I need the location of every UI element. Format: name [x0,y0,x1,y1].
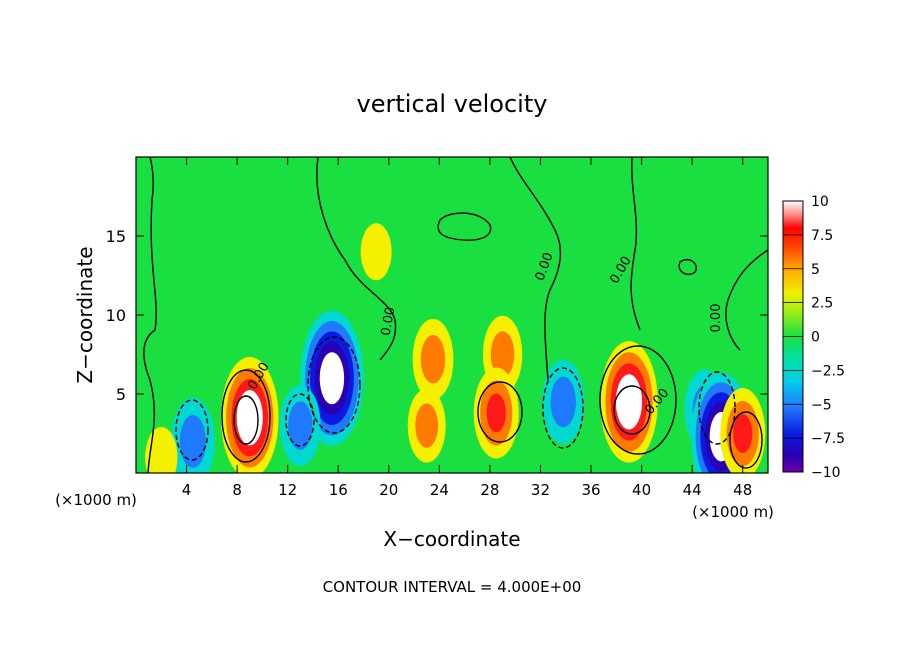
x-axis: 4 8 12 16 20 24 28 32 36 40 44 48 [182,157,752,499]
field-cell [179,415,206,468]
negative-contour [698,371,736,445]
positive-contour [221,369,271,463]
positive-contour [613,385,651,435]
x-tick-label: 4 [182,481,192,499]
colorbar-tick-label: −2.5 [811,363,845,379]
x-tick-label: 40 [632,481,651,499]
x-tick-label: 20 [379,481,398,499]
positive-contour [599,345,677,455]
x-tick-label: 32 [531,481,550,499]
contour-label: 0.00 [379,306,399,337]
x-unit-left: (×1000 m) [55,491,137,509]
x-tick-label: 16 [329,481,348,499]
field-cell [621,385,637,419]
negative-contour [175,399,209,461]
field-cell [490,331,515,378]
field-cell [415,403,439,448]
x-tick-label: 48 [733,481,752,499]
colorbar-tick-label: 10 [811,194,829,210]
zero-contour [630,157,641,331]
colorbar-tick-label: −5 [811,397,832,413]
zero-contour [437,212,492,241]
y-axis-label: Z−coordinate [73,246,97,383]
negative-contour [307,336,361,434]
colorbar-tick-label: 5 [811,262,820,278]
positive-contour [477,381,523,443]
field-cell [145,427,178,473]
y-tick-label: 10 [106,306,126,325]
x-unit-right: (×1000 m) [692,503,774,521]
contour-interval-note: CONTOUR INTERVAL = 4.000E+00 [323,578,582,596]
field-cell [288,401,313,450]
x-tick-label: 36 [581,481,600,499]
field-cell [360,223,392,281]
colorbar-tick-label: −10 [811,465,841,481]
zero-contour [509,157,562,381]
y-axis: 5 10 15 [106,227,768,404]
x-tick-label: 12 [278,481,297,499]
colorbar: 10 7.5 5 2.5 0 −2.5 −5 −7.5 −10 [782,194,845,481]
colorbar-tick-label: 2.5 [811,296,833,312]
x-tick-label: 28 [480,481,499,499]
field-cell [241,401,258,435]
field-cell [486,393,506,433]
negative-contour [285,393,315,447]
x-tick-label: 44 [683,481,702,499]
colorbar-tick-label: −7.5 [811,431,845,447]
zero-contour [678,258,697,276]
negative-contour [542,367,584,449]
colorbar-tick-label: 0 [811,330,820,346]
plot-area: 0.000.00 0.000.000.000.00 [135,156,769,474]
field-cell [324,362,340,394]
field-cell [733,414,753,453]
contour-label: 0.00 [709,304,724,333]
x-axis-label: X−coordinate [383,527,520,551]
zero-contour [143,157,157,473]
zero-contour [316,157,397,361]
zero-contour [725,249,768,351]
y-tick-label: 15 [106,227,126,246]
x-tick-label: 8 [232,481,242,499]
chart-title: vertical velocity [357,90,548,118]
field-cell [550,376,576,428]
y-tick-label: 5 [116,385,126,404]
colorbar-tick-label: 7.5 [811,228,833,244]
positive-contour [729,411,763,469]
positive-contour [233,395,259,445]
field-cell [420,335,446,384]
x-tick-label: 24 [430,481,449,499]
